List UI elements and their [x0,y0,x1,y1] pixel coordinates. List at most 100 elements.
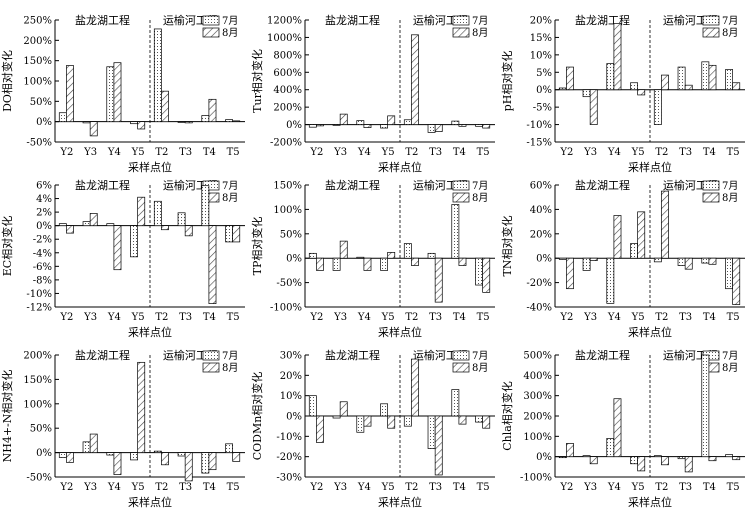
bar-july-T2 [153,28,162,123]
bar-july-Y2 [308,252,317,259]
x-tick-label: T4 [453,312,466,323]
legend-swatch-august [702,192,720,203]
x-axis-label: 采样点位 [628,160,672,174]
y-tick-label: 0% [536,85,552,96]
bar-august-Y2 [66,452,74,463]
chart-panel-1: -50%0%50%100%150%200%250% 盐龙湖工程 运榆河工程 7月8月Y… [0,13,245,174]
y-tick-label: -50% [276,278,302,289]
x-tick-label: T3 [179,147,192,158]
x-tick-label: T4 [703,482,716,493]
bar-august-T3 [184,121,193,124]
y-tick-label: 150% [23,56,52,67]
bar-july-Y3 [332,257,341,271]
bar-august-T2 [661,456,669,466]
bar-july-T4 [451,389,460,417]
bar-august-T2 [661,74,669,91]
bar-july-Y4 [606,438,615,458]
y-tick-label: 1200% [267,16,302,27]
x-tick-label: T5 [227,482,240,493]
header-yanlong-lake: 盐龙湖工程 [75,14,130,27]
x-tick-label: Y2 [309,482,323,493]
x-axis-label: 采样点位 [378,325,422,339]
y-tick-label: 0% [536,452,552,463]
x-tick-label: Y3 [583,312,597,323]
header-yanlong-lake: 盐龙湖工程 [575,14,630,27]
y-tick-label: 30% [280,351,302,362]
y-tick-label: -100% [270,303,302,314]
bar-july-Y4 [356,415,365,433]
y-tick-label: -8% [33,275,52,286]
header-yanlong-lake: 盐龙湖工程 [575,349,630,362]
x-tick-label: T5 [227,312,240,323]
bar-august-Y2 [316,415,324,443]
bar-july-Y3 [582,89,591,98]
bar-august-T3 [434,124,443,132]
bar-july-Y5 [380,124,388,129]
chart-panel-4: -12%-10%-8%-6%-4%-2%0%2%4%6% 盐龙湖工程 运榆河工程 7月… [0,178,245,339]
header-yanlong-lake: 盐龙湖工程 [325,179,380,192]
x-tick-label: Y3 [583,147,597,158]
bar-july-Y4 [106,66,115,123]
y-tick-label: 100% [523,432,552,443]
bar-august-T5 [732,82,741,91]
x-tick-label: Y4 [607,312,621,323]
bar-july-T5 [475,257,483,286]
legend-swatch-august [452,27,470,38]
x-tick-label: Y5 [131,312,145,323]
legend-label-august: 8月 [472,362,488,374]
y-axis-label: DO相对变化 [0,50,14,112]
y-axis-label: Chla相对变化 [500,381,514,451]
bar-august-Y4 [113,452,122,475]
x-tick-label: Y4 [357,312,371,323]
legend-swatch-august [452,362,470,373]
x-tick-label: Y3 [333,147,347,158]
y-tick-label: 300% [523,391,552,402]
bar-july-Y5 [380,403,388,417]
y-tick-label: -30% [276,473,302,484]
y-tick-label: -50% [26,473,52,484]
bar-july-T5 [725,454,734,458]
x-tick-label: Y5 [631,147,645,158]
y-axis-label: TP相对变化 [250,217,264,276]
x-tick-label: T4 [703,147,716,158]
y-tick-label: -2% [33,235,52,246]
legend-swatch-july [452,180,470,191]
legend-swatch-august [202,362,220,373]
x-axis-label: 采样点位 [378,160,422,174]
bar-august-Y2 [316,124,324,127]
x-tick-label: Y2 [59,312,73,323]
bar-august-T2 [161,452,169,466]
y-tick-label: 150% [23,375,52,386]
bar-july-Y5 [630,243,639,259]
legend-swatch-july [452,350,470,361]
x-tick-label: T3 [179,312,192,323]
x-tick-label: Y3 [333,312,347,323]
bar-august-Y5 [387,251,396,259]
bar-july-Y2 [308,395,317,417]
x-tick-label: Y5 [631,482,645,493]
legend-label-august: 8月 [722,27,738,39]
x-tick-label: T4 [703,312,716,323]
bar-august-Y5 [137,196,146,227]
bar-july-T5 [725,257,734,290]
legend-label-july: 7月 [722,15,738,27]
bar-july-Y3 [332,124,341,126]
y-tick-label: 800% [273,50,302,61]
bar-july-Y5 [380,257,388,271]
bar-july-Y3 [82,121,91,124]
bar-august-Y5 [137,121,146,130]
x-tick-label: T2 [655,147,668,158]
x-tick-label: Y2 [59,482,73,493]
y-tick-label: 400% [523,371,552,382]
x-tick-label: T3 [429,312,442,323]
bar-july-T4 [201,115,210,123]
legend-label-july: 7月 [222,15,238,27]
bar-august-Y4 [363,124,372,128]
bar-august-Y5 [137,361,146,453]
y-tick-label: 200% [273,103,302,114]
bar-july-Y5 [130,121,138,125]
x-tick-label: Y3 [83,147,97,158]
bar-july-Y4 [106,223,115,227]
x-tick-label: T2 [405,147,418,158]
